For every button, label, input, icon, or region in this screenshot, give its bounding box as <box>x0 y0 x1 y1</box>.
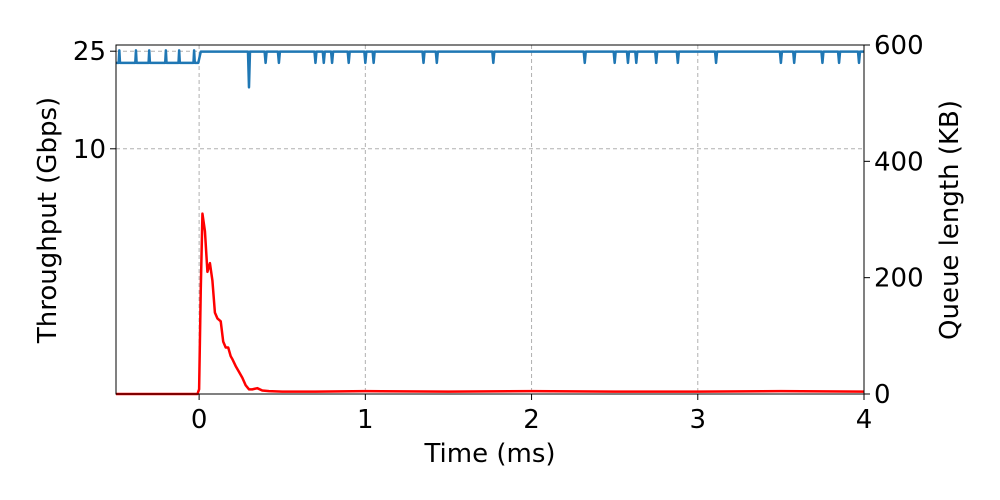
tick-layer: 0 1 2 3 4 10 25 0 200 400 600 <box>73 31 924 435</box>
left-y-tick-label: 25 <box>73 37 106 67</box>
left-y-axis-title: Throughput (Gbps) <box>33 97 63 344</box>
x-tick-label: 3 <box>690 405 707 435</box>
series-layer <box>116 49 865 396</box>
right-y-tick-label: 600 <box>874 31 924 61</box>
plot-frame <box>115 44 865 395</box>
x-axis-title: Time (ms) <box>423 439 555 469</box>
queue-length-line <box>116 212 865 396</box>
x-tick-label: 2 <box>523 405 540 435</box>
throughput-line <box>116 49 864 89</box>
right-y-tick-label: 0 <box>874 380 891 410</box>
x-tick-label: 1 <box>357 405 374 435</box>
right-y-tick-label: 200 <box>874 264 924 294</box>
x-tick-label: 0 <box>191 405 208 435</box>
left-y-tick-label: 10 <box>73 135 106 165</box>
grid-layer <box>116 45 865 394</box>
right-y-tick-label: 400 <box>874 147 924 177</box>
right-y-axis-title: Queue length (KB) <box>935 100 965 340</box>
x-tick-label: 4 <box>856 405 873 435</box>
